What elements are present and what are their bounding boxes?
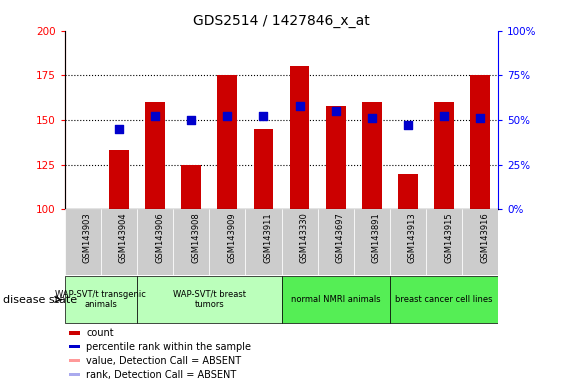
Bar (398, 174, 418, 209)
Point (440, 113, 449, 119)
Point (404, 122, 413, 128)
Bar (326, 106, 346, 209)
Text: GSM143911: GSM143911 (263, 213, 272, 263)
Text: WAP-SVT/t transgenic
animals: WAP-SVT/t transgenic animals (55, 290, 146, 309)
Text: breast cancer cell lines: breast cancer cell lines (395, 295, 493, 304)
FancyBboxPatch shape (354, 209, 390, 275)
Bar (109, 151, 129, 209)
Bar (217, 75, 237, 209)
FancyBboxPatch shape (65, 276, 137, 323)
Bar (145, 102, 165, 209)
Text: percentile rank within the sample: percentile rank within the sample (87, 342, 252, 352)
Bar (69, 331, 80, 334)
Text: GSM143913: GSM143913 (408, 213, 417, 263)
Point (259, 113, 268, 119)
Bar (69, 345, 80, 348)
Point (150, 113, 159, 119)
Point (187, 117, 196, 123)
FancyBboxPatch shape (209, 209, 245, 275)
FancyBboxPatch shape (282, 276, 390, 323)
Text: count: count (87, 328, 114, 338)
FancyBboxPatch shape (101, 209, 137, 275)
Text: value, Detection Call = ABSENT: value, Detection Call = ABSENT (87, 356, 242, 366)
Text: GSM143891: GSM143891 (372, 213, 381, 263)
Point (367, 115, 376, 121)
FancyBboxPatch shape (137, 276, 282, 323)
FancyBboxPatch shape (318, 209, 354, 275)
FancyBboxPatch shape (137, 209, 173, 275)
Bar (69, 373, 80, 376)
Title: GDS2514 / 1427846_x_at: GDS2514 / 1427846_x_at (193, 14, 370, 28)
Text: WAP-SVT/t breast
tumors: WAP-SVT/t breast tumors (173, 290, 245, 309)
Bar (470, 75, 490, 209)
Point (476, 115, 485, 121)
Point (223, 113, 232, 119)
Text: GSM143908: GSM143908 (191, 213, 200, 263)
Point (331, 108, 340, 114)
Point (295, 103, 304, 109)
FancyBboxPatch shape (390, 209, 426, 275)
Text: GSM143915: GSM143915 (444, 213, 453, 263)
Text: GSM143906: GSM143906 (155, 213, 164, 263)
Text: disease state: disease state (3, 295, 77, 305)
FancyBboxPatch shape (426, 209, 462, 275)
Point (114, 126, 123, 132)
Text: GSM143903: GSM143903 (83, 213, 92, 263)
Text: rank, Detection Call = ABSENT: rank, Detection Call = ABSENT (87, 369, 236, 380)
Bar (181, 165, 201, 209)
FancyBboxPatch shape (173, 209, 209, 275)
Text: GSM143916: GSM143916 (480, 213, 489, 263)
FancyBboxPatch shape (462, 209, 498, 275)
Bar (253, 129, 274, 209)
FancyBboxPatch shape (390, 276, 498, 323)
Bar (289, 66, 310, 209)
Bar (362, 102, 382, 209)
Text: GSM143909: GSM143909 (227, 213, 236, 263)
FancyBboxPatch shape (245, 209, 282, 275)
FancyBboxPatch shape (65, 209, 101, 275)
FancyBboxPatch shape (282, 209, 318, 275)
Bar (69, 359, 80, 362)
Bar (434, 102, 454, 209)
Text: GSM143697: GSM143697 (336, 213, 345, 263)
Text: normal NMRI animals: normal NMRI animals (291, 295, 381, 304)
Text: GSM143330: GSM143330 (300, 213, 309, 263)
Text: GSM143904: GSM143904 (119, 213, 128, 263)
